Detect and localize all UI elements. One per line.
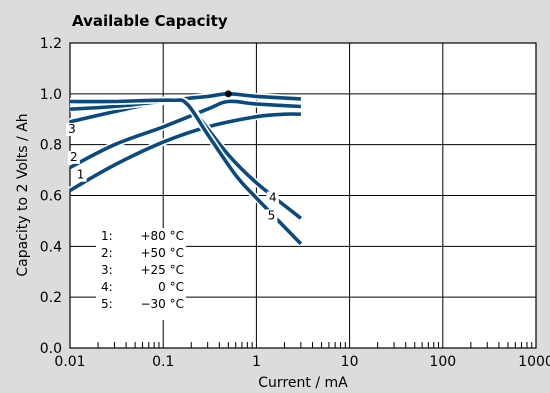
series-layer	[68, 90, 304, 247]
y-axis-label: Capacity to 2 Volts / Ah	[15, 113, 31, 276]
curve-label-2: 2	[70, 150, 78, 164]
plot-frame	[69, 42, 537, 349]
y-tick-label: 0.0	[40, 341, 62, 357]
y-tick-label: 0.4	[40, 239, 62, 255]
legend-item-temp: −30 °C	[140, 297, 184, 311]
curve-label-bg	[65, 122, 78, 136]
x-tick-label: 1	[252, 354, 261, 370]
legend-background	[96, 228, 186, 320]
legend-item-temp: +50 °C	[140, 246, 184, 260]
legend-item-id: 3:	[101, 263, 113, 277]
legend-item-temp: +80 °C	[140, 229, 184, 243]
y-tick-label: 1.2	[40, 36, 62, 52]
legend-item-id: 5:	[101, 297, 113, 311]
legend-item-id: 1:	[101, 229, 113, 243]
x-tick-label: 100	[429, 354, 456, 370]
legend: 1: +80 °C 2: +50 °C 3: +25 °C 4: 0 °C 5: −30 °C	[96, 228, 186, 320]
legend-item-temp: +25 °C	[140, 263, 184, 277]
curve-label-1: 1	[77, 168, 85, 182]
curve-label-3: 3	[68, 122, 76, 136]
minor-ticks	[97, 342, 533, 348]
y-tick-label: 0.2	[40, 290, 62, 306]
x-tick-labels: 0.01 0.1 1 10 100 1000	[54, 354, 550, 370]
series-line-5	[69, 98, 303, 246]
curve-label-bg	[265, 209, 278, 223]
legend-item-id: 2:	[101, 246, 113, 260]
y-tick-labels: 0.0 0.2 0.4 0.6 0.8 1.0 1.2	[40, 36, 62, 357]
curve-label-bg	[74, 168, 87, 182]
x-tick-label: 0.01	[54, 354, 85, 370]
curve-labels: 1 2 3 4 5	[65, 122, 279, 223]
x-tick-label: 1000	[518, 354, 550, 370]
legend-item-id: 4:	[101, 280, 113, 294]
legend-item-temp: 0 °C	[158, 280, 184, 294]
y-tick-label: 0.6	[40, 189, 62, 205]
curve-label-5: 5	[268, 208, 276, 222]
chart-title: Available Capacity	[72, 12, 228, 30]
y-tick-label: 0.8	[40, 138, 62, 154]
series-line-3	[69, 92, 301, 124]
series-line-2	[69, 99, 301, 170]
marker-layer	[224, 90, 232, 98]
curve-label-bg	[67, 150, 80, 164]
y-tick-label: 1.0	[40, 87, 62, 103]
data-point-marker	[224, 90, 232, 98]
x-tick-label: 0.1	[152, 354, 174, 370]
x-tick-label: 10	[341, 354, 359, 370]
x-axis-label: Current / mA	[258, 375, 348, 391]
curve-label-4: 4	[269, 191, 277, 205]
curve-label-bg	[266, 191, 279, 205]
